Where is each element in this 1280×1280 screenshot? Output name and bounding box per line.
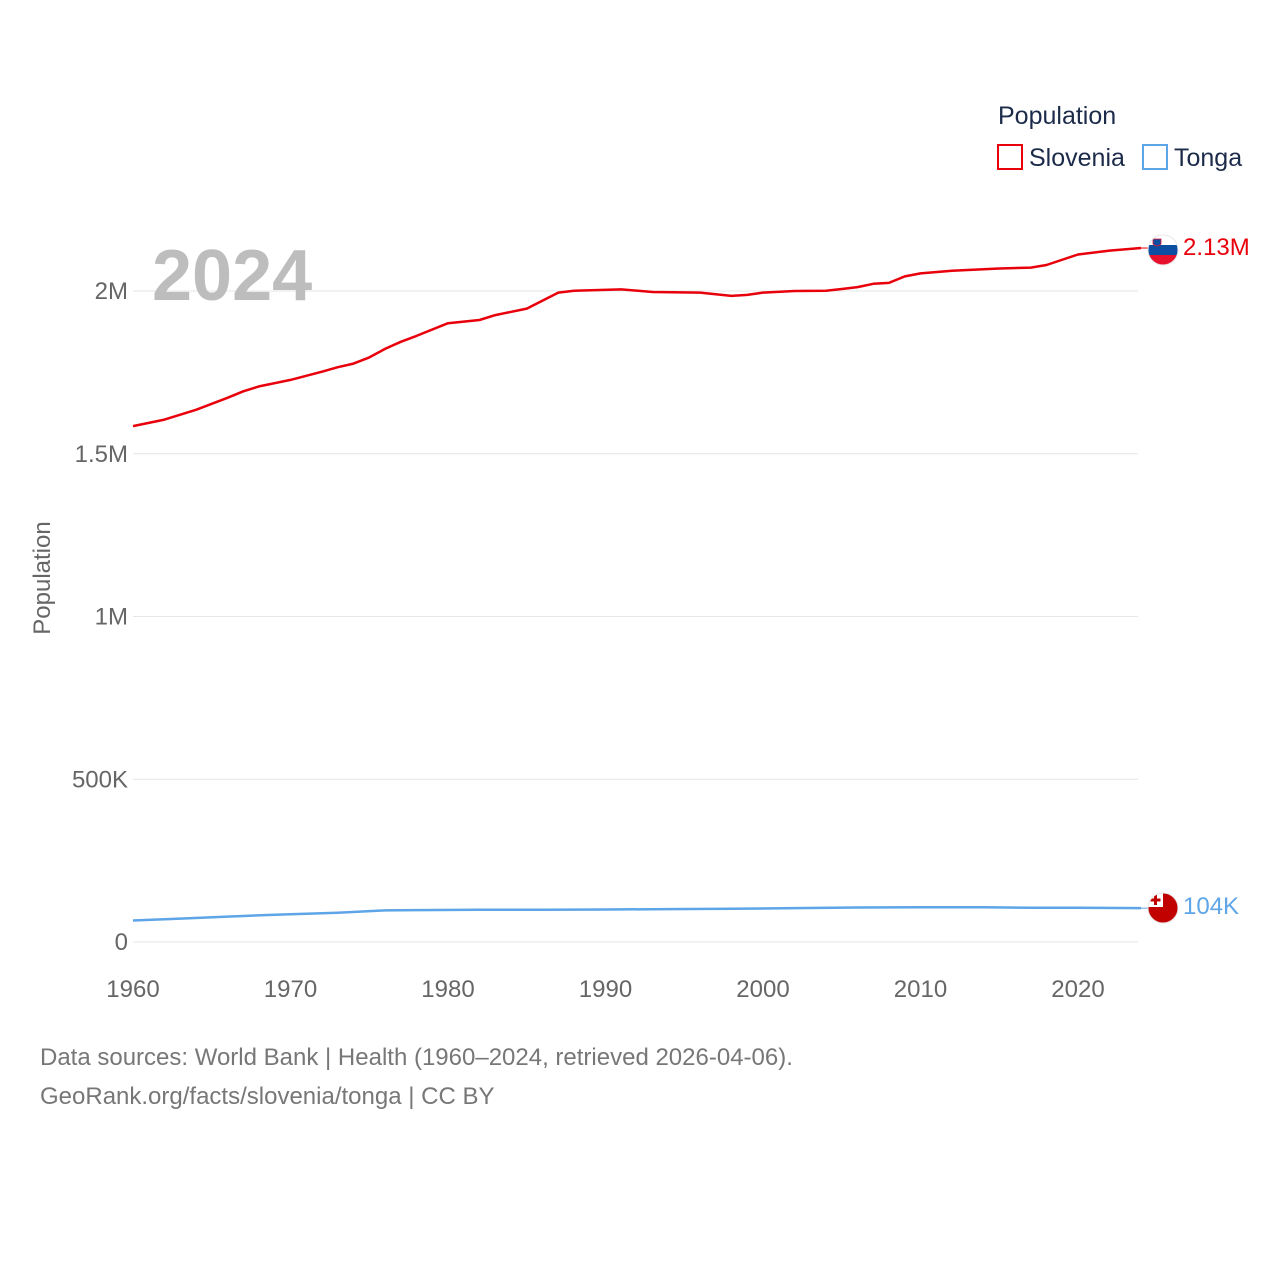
current-year-label: 2024	[152, 236, 312, 316]
series-line-slovenia[interactable]	[132, 246, 1142, 428]
y-tick-label: 1M	[95, 604, 128, 631]
x-tick-label: 2000	[736, 976, 789, 1003]
legend-label-slovenia[interactable]: Slovenia	[1029, 144, 1125, 172]
x-tick-label: 1960	[106, 976, 159, 1003]
series-line-tonga[interactable]	[132, 905, 1142, 922]
footer-attribution-link[interactable]: GeoRank.org/facts/slovenia/tonga | CC BY	[40, 1083, 495, 1110]
x-axis-ticks: 1960 1970 1980 1990 2000 2010 2020	[106, 976, 1104, 1003]
tonga-flag-border	[1147, 892, 1179, 924]
x-tick-label: 1990	[579, 976, 632, 1003]
slovenia-end-label: 2.13M	[1183, 234, 1250, 261]
x-tick-label: 2010	[894, 976, 947, 1003]
tonga-end-label: 104K	[1183, 893, 1239, 920]
gridlines	[133, 290, 1138, 943]
legend-swatch-tonga[interactable]	[1142, 144, 1168, 170]
x-tick-label: 2020	[1051, 976, 1104, 1003]
y-tick-label: 1.5M	[75, 441, 128, 468]
series-lines	[132, 246, 1148, 922]
y-tick-label: 2M	[95, 278, 128, 305]
x-tick-label: 1970	[264, 976, 317, 1003]
slovenia-flag-icon	[1148, 235, 1178, 265]
x-tick-label: 1980	[421, 976, 474, 1003]
footer-data-sources: Data sources: World Bank | Health (1960–…	[40, 1044, 793, 1071]
legend-label-tonga[interactable]: Tonga	[1174, 144, 1242, 172]
y-axis-title: Population	[29, 521, 56, 634]
y-tick-label: 0	[115, 929, 128, 956]
y-tick-label: 500K	[72, 766, 128, 793]
legend-title: Population	[998, 102, 1116, 130]
legend-swatch-slovenia[interactable]	[997, 144, 1023, 170]
legend: Population Slovenia Tonga	[997, 102, 1242, 172]
y-axis-ticks: 0 500K 1M 1.5M 2M	[72, 278, 128, 956]
population-line-chart: 0 500K 1M 1.5M 2M 1960 1970 1980 1990 2000 2010 20…	[29, 102, 1250, 1003]
slovenia-flag-border	[1147, 234, 1179, 266]
